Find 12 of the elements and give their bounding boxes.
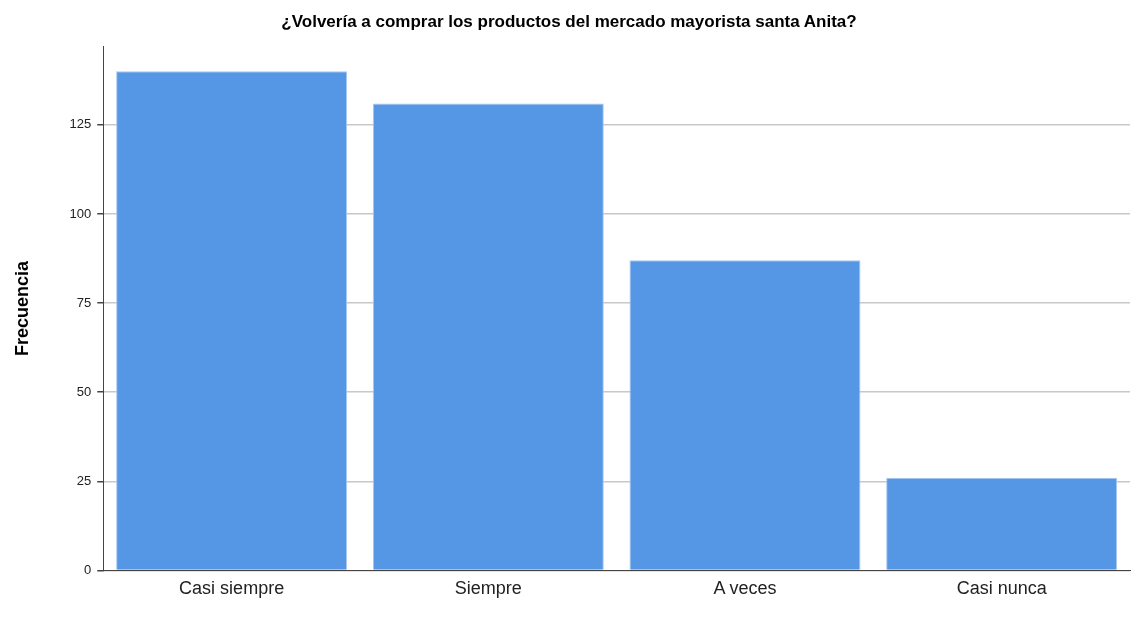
y-tick-label: 50 xyxy=(76,383,92,399)
y-tick-label: 0 xyxy=(84,561,92,577)
chart-title: ¿Volvería a comprar los productos del mercado mayorista santa Anita? xyxy=(281,11,857,31)
y-axis-title: Frecuencia xyxy=(11,259,32,356)
x-tick-label: Casi siempre xyxy=(179,578,285,599)
y-tick-label: 100 xyxy=(69,205,92,221)
x-tick-label: Siempre xyxy=(454,578,522,599)
y-tick-label: 125 xyxy=(69,116,92,132)
y-tick-label: 25 xyxy=(76,472,92,488)
x-tick-label: Casi nunca xyxy=(956,578,1048,599)
y-tick-label: 75 xyxy=(76,294,92,310)
x-tick-label: A veces xyxy=(713,578,777,599)
